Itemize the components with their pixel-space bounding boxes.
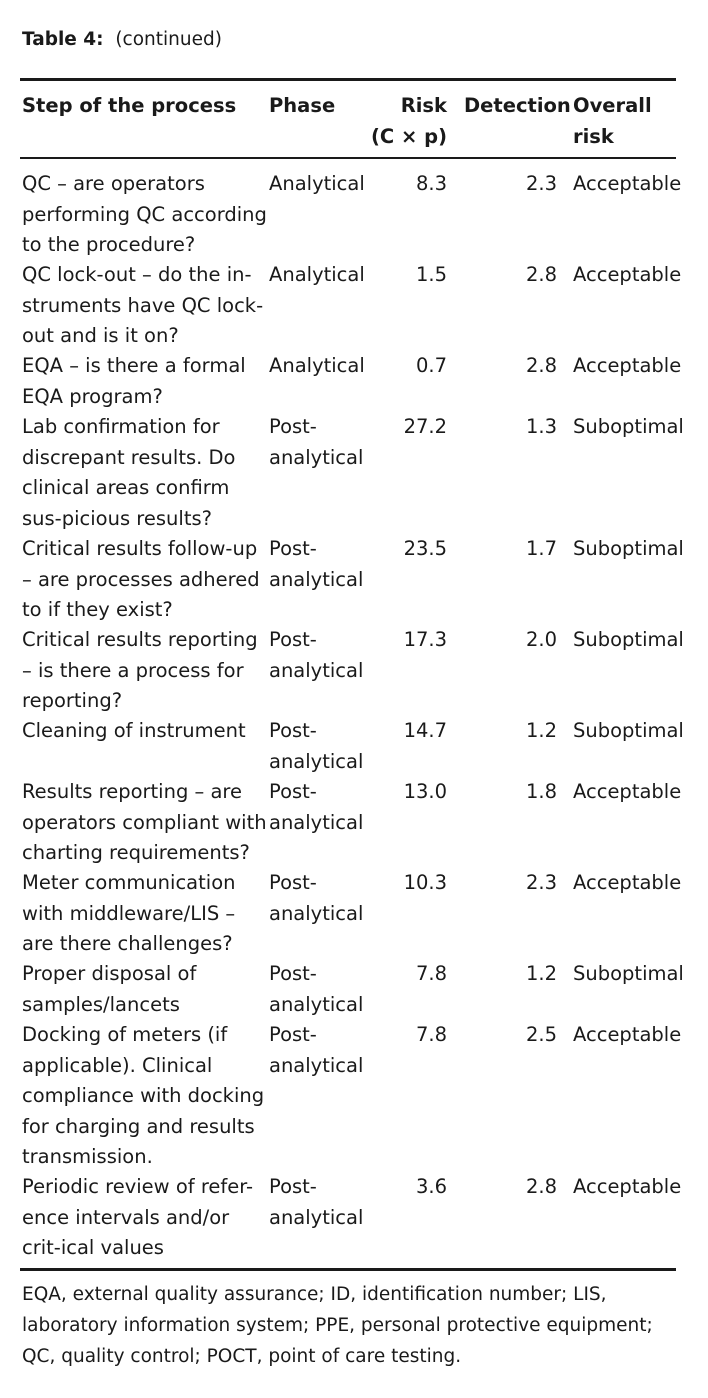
step-cell: QC – are operators performing QC accordi… [22,172,267,256]
step-cell: Cleaning of instrument [22,719,246,742]
phase-cell: Post-analytical [269,871,364,925]
phase-cell: Post-analytical [269,537,364,591]
phase-cell: Post-analytical [269,1023,364,1077]
header-phase: Phase [269,94,336,117]
header-overall: Overall risk [573,90,652,152]
step-cell: Lab confirmation for discrepant results.… [22,415,236,530]
detection-cell: 2.8 [525,354,557,377]
step-cell: Meter communication with middleware/LIS … [22,871,236,955]
detection-cell: 2.8 [525,1175,557,1198]
detection-cell: 1.3 [525,415,557,438]
risk-cell: 23.5 [403,537,447,560]
phase-cell: Post-analytical [269,719,364,773]
risk-cell: 17.3 [403,628,447,651]
overall-risk-cell: Suboptimal [573,962,684,985]
detection-cell: 1.7 [525,537,557,560]
phase-cell: Post-analytical [269,962,364,1016]
overall-risk-cell: Acceptable [573,263,682,286]
risk-cell: 13.0 [403,780,447,803]
header-risk-line1: Risk [400,94,447,117]
overall-risk-cell: Suboptimal [573,628,684,651]
table-caption-text: (continued) [115,29,222,50]
phase-cell: Analytical [269,263,365,286]
header-rule [20,157,676,159]
bottom-rule [20,1268,676,1271]
risk-cell: 10.3 [403,871,447,894]
risk-cell: 3.6 [415,1175,447,1198]
risk-cell: 7.8 [415,1023,447,1046]
step-cell: Critical results reporting – is there a … [22,628,258,712]
top-rule [20,78,676,81]
overall-risk-cell: Acceptable [573,780,682,803]
overall-risk-cell: Suboptimal [573,415,684,438]
risk-cell: 7.8 [415,962,447,985]
detection-cell: 2.3 [525,172,557,195]
header-overall-line2: risk [573,125,614,148]
detection-cell: 2.8 [525,263,557,286]
risk-cell: 14.7 [403,719,447,742]
table-caption: Table 4: (continued) [22,29,222,50]
header-risk: Risk (C × p) [370,90,447,152]
header-risk-line2: (C × p) [370,125,447,148]
phase-cell: Post-analytical [269,415,364,469]
header-detection: Detection [464,94,571,117]
overall-risk-cell: Acceptable [573,871,682,894]
phase-cell: Post-analytical [269,1175,364,1229]
overall-risk-cell: Acceptable [573,1023,682,1046]
table-footnote: EQA, external quality assurance; ID, ide… [22,1284,653,1367]
detection-cell: 2.3 [525,871,557,894]
overall-risk-cell: Suboptimal [573,719,684,742]
detection-cell: 2.0 [525,628,557,651]
detection-cell: 1.8 [525,780,557,803]
step-cell: EQA – is there a formal EQA program? [22,354,246,408]
step-cell: Proper disposal of samples/lancets [22,962,197,1016]
header-step: Step of the process [22,94,237,117]
detection-cell: 1.2 [525,962,557,985]
header-overall-line1: Overall [573,94,652,117]
step-cell: QC lock-out – do the in-struments have Q… [22,263,264,347]
overall-risk-cell: Acceptable [573,172,682,195]
overall-risk-cell: Acceptable [573,1175,682,1198]
step-cell: Periodic review of refer-ence intervals … [22,1175,254,1259]
step-cell: Critical results follow-up – are process… [22,537,260,621]
detection-cell: 1.2 [525,719,557,742]
overall-risk-cell: Suboptimal [573,537,684,560]
phase-cell: Analytical [269,354,365,377]
step-cell: Results reporting – are operators compli… [22,780,267,864]
detection-cell: 2.5 [525,1023,557,1046]
phase-cell: Post-analytical [269,628,364,682]
phase-cell: Analytical [269,172,365,195]
overall-risk-cell: Acceptable [573,354,682,377]
table-caption-label: Table 4: [22,29,104,50]
risk-cell: 1.5 [415,263,447,286]
risk-cell: 8.3 [415,172,447,195]
risk-cell: 27.2 [403,415,447,438]
risk-cell: 0.7 [415,354,447,377]
phase-cell: Post-analytical [269,780,364,834]
step-cell: Docking of meters (if applicable). Clini… [22,1023,265,1168]
